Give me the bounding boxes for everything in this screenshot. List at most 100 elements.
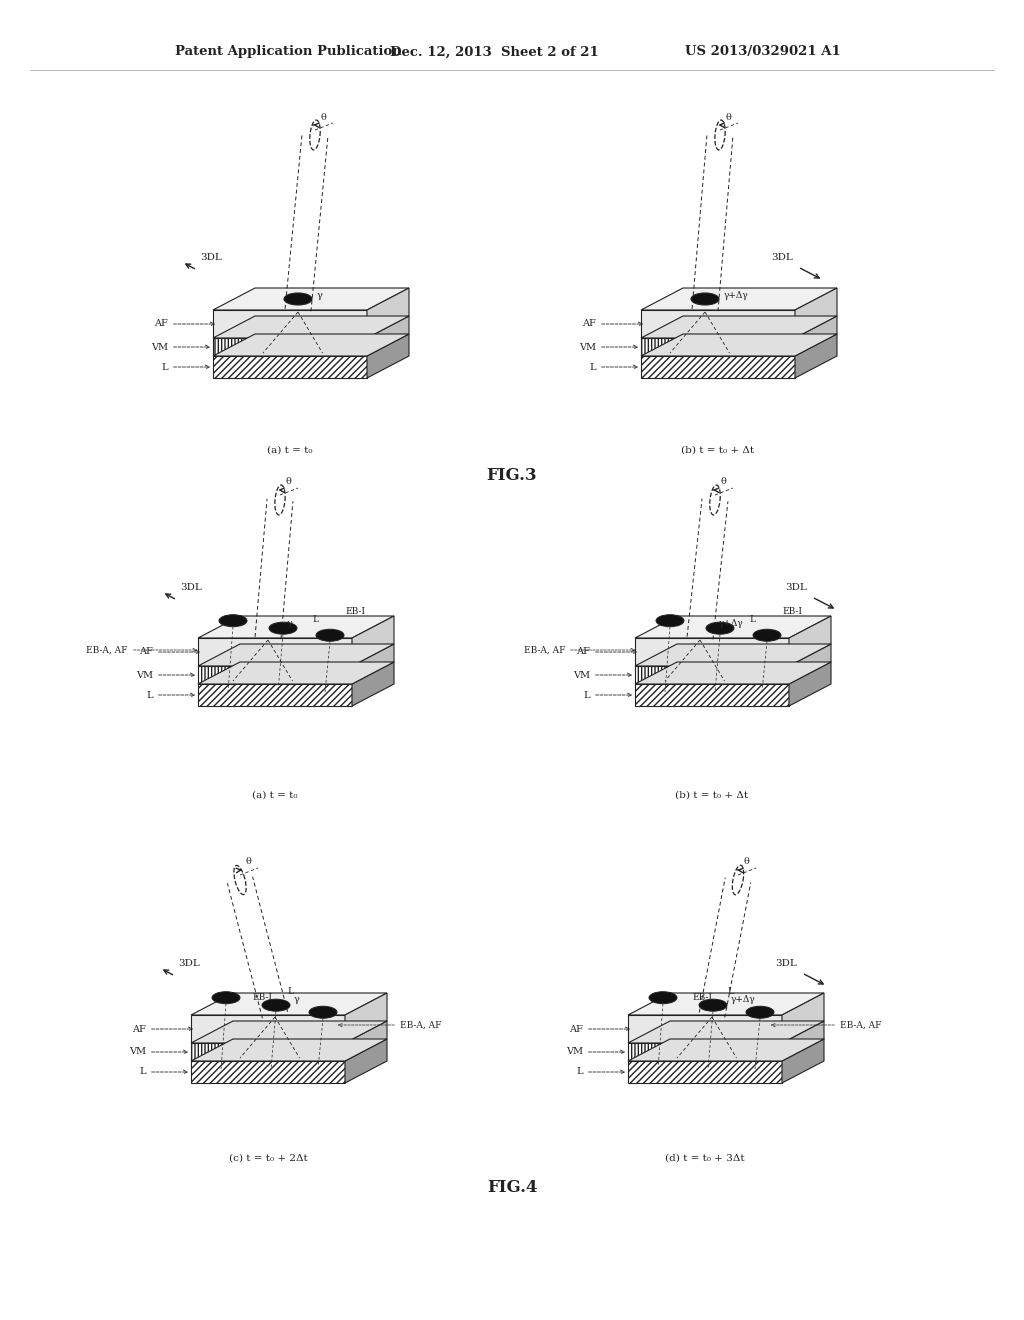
Polygon shape: [635, 616, 831, 638]
Polygon shape: [795, 315, 837, 356]
Text: Dec. 12, 2013  Sheet 2 of 21: Dec. 12, 2013 Sheet 2 of 21: [390, 45, 599, 58]
Ellipse shape: [746, 1006, 774, 1018]
Polygon shape: [191, 1020, 387, 1043]
Text: EB-I: EB-I: [782, 607, 802, 616]
Text: θ: θ: [725, 112, 731, 121]
Polygon shape: [795, 288, 837, 338]
Polygon shape: [198, 667, 352, 684]
Polygon shape: [635, 644, 831, 667]
Polygon shape: [782, 993, 824, 1043]
Polygon shape: [198, 644, 394, 667]
Polygon shape: [790, 616, 831, 667]
Polygon shape: [628, 1039, 824, 1061]
Polygon shape: [191, 1043, 345, 1061]
Text: VM: VM: [572, 671, 631, 680]
Polygon shape: [345, 993, 387, 1043]
Polygon shape: [352, 644, 394, 684]
Text: L: L: [584, 690, 631, 700]
Polygon shape: [191, 1039, 387, 1061]
Polygon shape: [198, 638, 352, 667]
Polygon shape: [352, 663, 394, 706]
Polygon shape: [213, 338, 367, 356]
Polygon shape: [628, 1015, 782, 1043]
Polygon shape: [213, 315, 409, 338]
Polygon shape: [191, 1061, 345, 1082]
Text: AF: AF: [577, 648, 636, 656]
Ellipse shape: [262, 999, 290, 1011]
Polygon shape: [641, 315, 837, 338]
Ellipse shape: [269, 622, 297, 634]
Text: EB-I: EB-I: [692, 994, 712, 1002]
Ellipse shape: [753, 630, 781, 642]
Polygon shape: [795, 334, 837, 378]
Text: 3DL: 3DL: [178, 958, 200, 968]
Text: EB-A, AF: EB-A, AF: [523, 645, 635, 655]
Polygon shape: [635, 663, 831, 684]
Polygon shape: [641, 356, 795, 378]
Polygon shape: [345, 1039, 387, 1082]
Polygon shape: [641, 334, 837, 356]
Polygon shape: [628, 993, 824, 1015]
Ellipse shape: [649, 991, 677, 1003]
Text: 3DL: 3DL: [771, 252, 793, 261]
Polygon shape: [628, 1043, 782, 1061]
Ellipse shape: [699, 999, 727, 1011]
Text: VM: VM: [129, 1048, 187, 1056]
Text: L: L: [312, 615, 318, 624]
Text: L: L: [162, 363, 209, 371]
Polygon shape: [198, 684, 352, 706]
Text: (c) t = t₀ + 2Δt: (c) t = t₀ + 2Δt: [228, 1154, 307, 1163]
Polygon shape: [352, 616, 394, 667]
Text: AF: AF: [139, 648, 200, 656]
Text: FIG.3: FIG.3: [486, 466, 538, 483]
Text: (a) t = t₀: (a) t = t₀: [252, 791, 298, 800]
Text: L: L: [577, 1068, 625, 1077]
Polygon shape: [782, 1039, 824, 1082]
Polygon shape: [198, 616, 394, 638]
Text: θ: θ: [245, 858, 251, 866]
Polygon shape: [782, 1020, 824, 1061]
Text: Patent Application Publication: Patent Application Publication: [175, 45, 401, 58]
Text: L: L: [727, 987, 733, 997]
Polygon shape: [641, 338, 795, 356]
Ellipse shape: [219, 615, 247, 627]
Text: θ: θ: [321, 112, 326, 121]
Text: VM: VM: [566, 1048, 625, 1056]
Text: EB-A, AF: EB-A, AF: [86, 645, 197, 655]
Text: L: L: [590, 363, 637, 371]
Polygon shape: [198, 663, 394, 684]
Text: γ: γ: [294, 995, 300, 1005]
Text: AF: AF: [582, 319, 642, 329]
Text: (a) t = t₀: (a) t = t₀: [267, 446, 312, 454]
Text: (d) t = t₀ + 3Δt: (d) t = t₀ + 3Δt: [666, 1154, 744, 1163]
Text: EB-I: EB-I: [345, 607, 365, 616]
Text: 3DL: 3DL: [775, 958, 797, 968]
Ellipse shape: [656, 615, 684, 627]
Text: L: L: [139, 1068, 187, 1077]
Text: γ+Δγ: γ+Δγ: [731, 995, 756, 1005]
Polygon shape: [213, 288, 409, 310]
Text: AF: AF: [155, 319, 214, 329]
Text: (b) t = t₀ + Δt: (b) t = t₀ + Δt: [681, 446, 755, 454]
Text: EB-A, AF: EB-A, AF: [771, 1020, 882, 1030]
Text: VM: VM: [151, 342, 209, 351]
Polygon shape: [790, 644, 831, 684]
Polygon shape: [191, 1015, 345, 1043]
Text: (b) t = t₀ + Δt: (b) t = t₀ + Δt: [676, 791, 749, 800]
Text: EB-I: EB-I: [252, 994, 272, 1002]
Polygon shape: [213, 356, 367, 378]
Polygon shape: [367, 315, 409, 356]
Ellipse shape: [284, 293, 312, 305]
Text: θ: θ: [285, 478, 291, 487]
Polygon shape: [213, 334, 409, 356]
Text: EB-A, AF: EB-A, AF: [339, 1020, 441, 1030]
Ellipse shape: [212, 991, 240, 1003]
Ellipse shape: [691, 293, 719, 305]
Ellipse shape: [706, 622, 734, 634]
Polygon shape: [790, 663, 831, 706]
Text: 3DL: 3DL: [785, 582, 807, 591]
Text: θ: θ: [720, 478, 726, 487]
Ellipse shape: [309, 1006, 337, 1018]
Polygon shape: [641, 288, 837, 310]
Polygon shape: [367, 288, 409, 338]
